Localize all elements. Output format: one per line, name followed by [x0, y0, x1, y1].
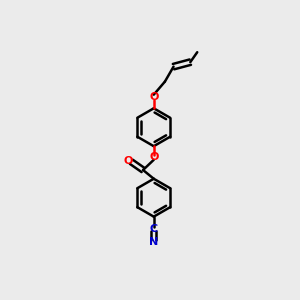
Text: N: N [149, 237, 158, 247]
Text: O: O [149, 152, 158, 162]
Text: C: C [150, 224, 158, 234]
Text: O: O [123, 156, 133, 166]
Text: O: O [149, 92, 158, 102]
